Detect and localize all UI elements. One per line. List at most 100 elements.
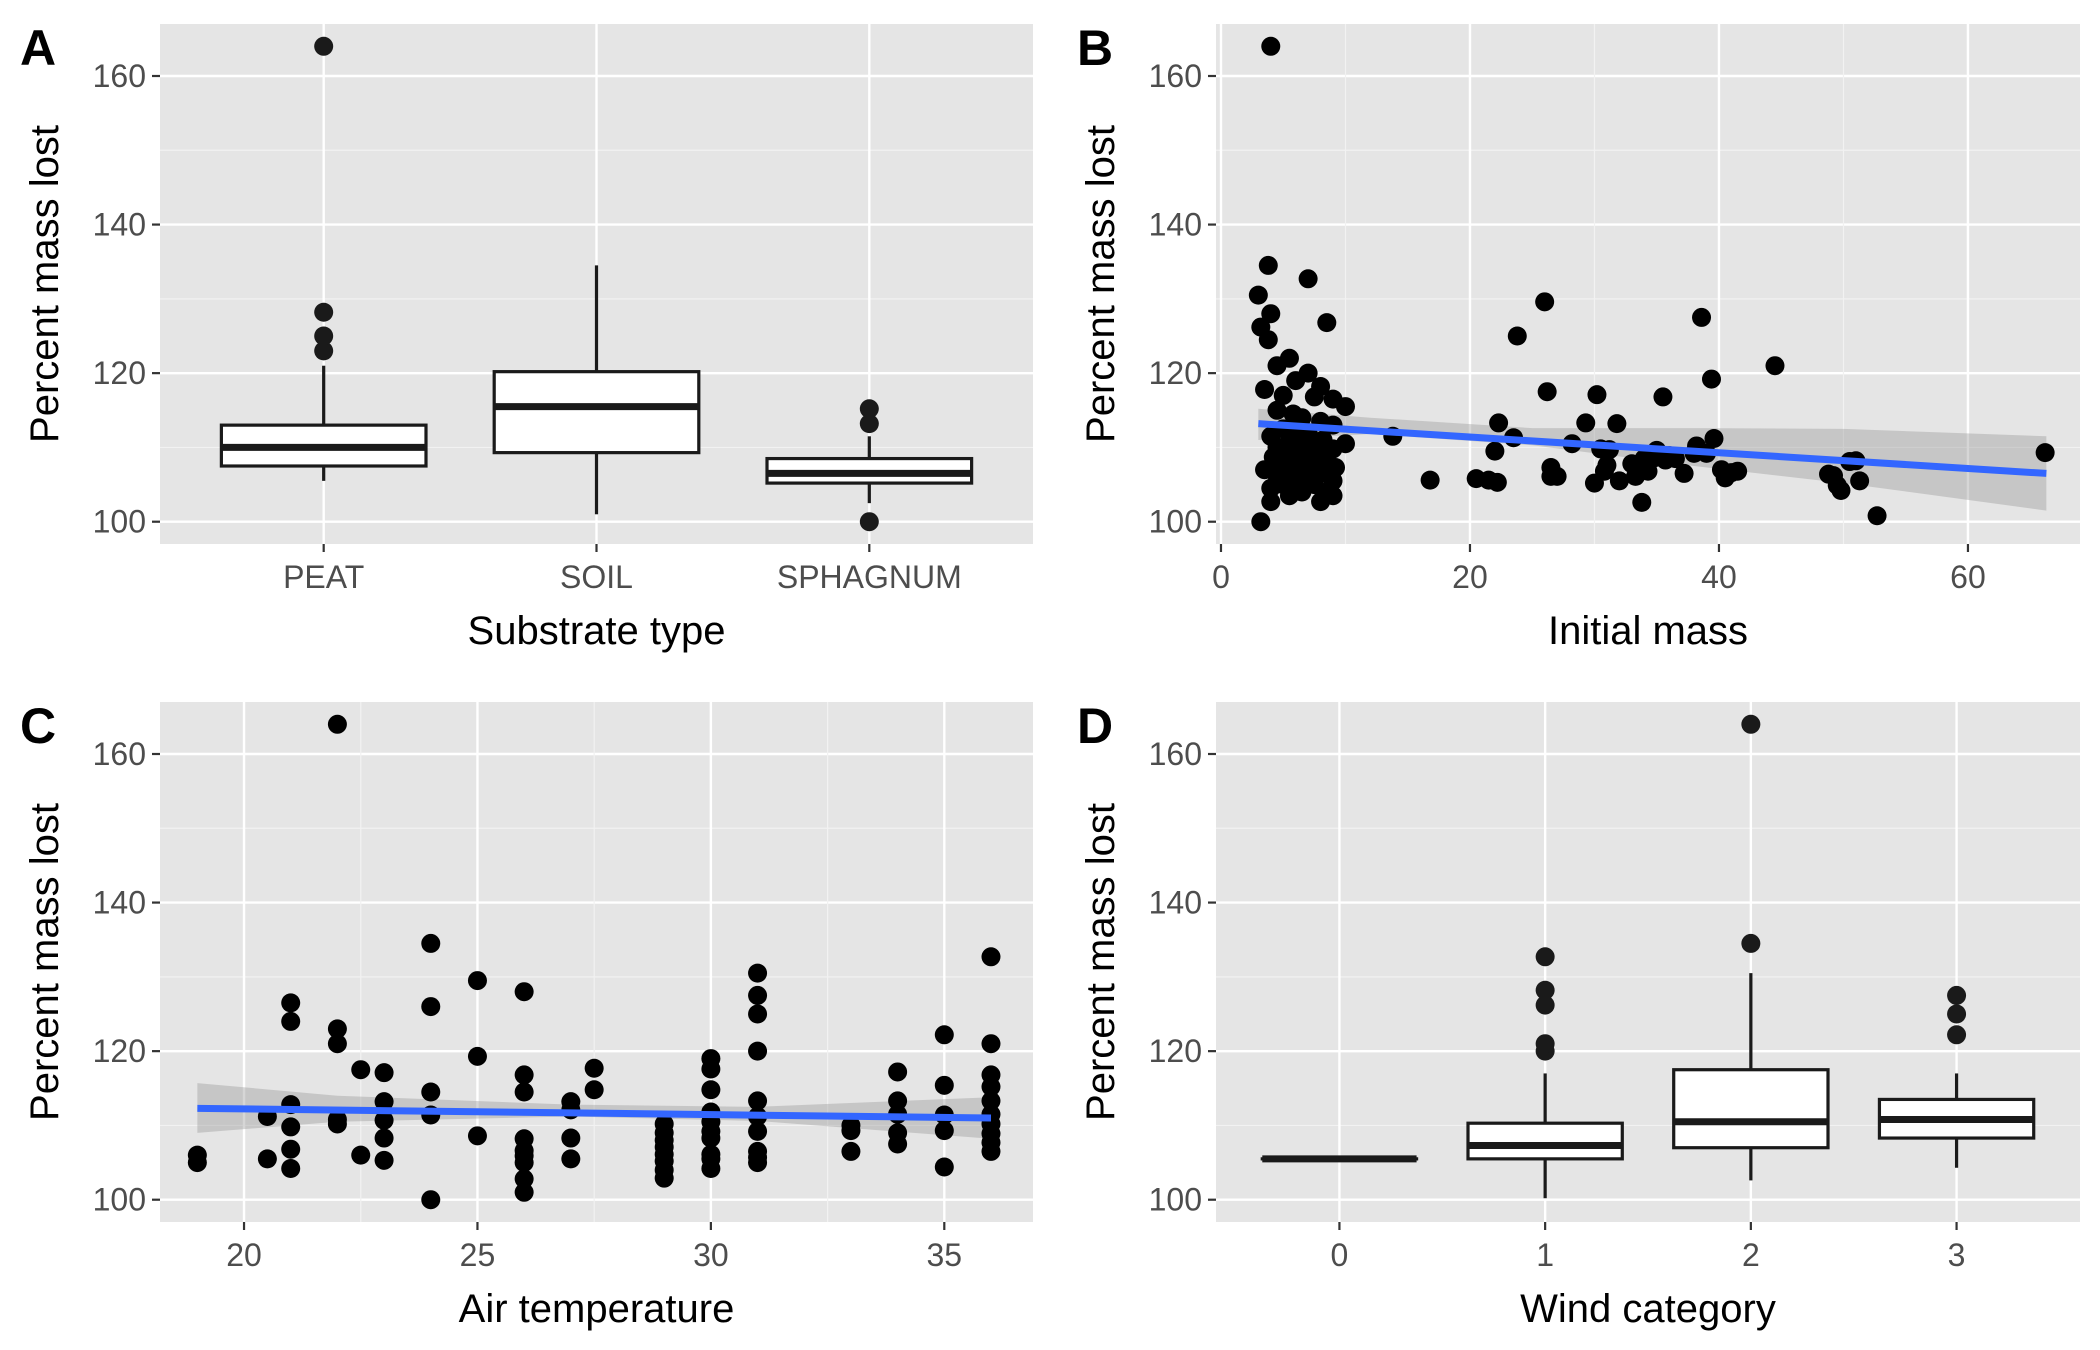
x-tick-label: 35 <box>927 1237 963 1273</box>
data-point <box>1251 512 1271 532</box>
data-point <box>1728 461 1748 481</box>
panel-c-marks <box>187 714 1001 1210</box>
data-point <box>421 1082 441 1102</box>
data-point <box>1537 382 1557 402</box>
data-point <box>934 1075 954 1095</box>
y-tick-label: 140 <box>1149 207 1202 243</box>
data-point <box>1831 481 1851 501</box>
data-point <box>888 1091 908 1111</box>
data-point <box>1867 506 1887 526</box>
outlier-point <box>314 341 334 361</box>
data-point <box>981 1034 1001 1054</box>
data-point <box>1587 385 1607 405</box>
data-point <box>421 997 441 1017</box>
data-point <box>281 1011 301 1031</box>
data-point <box>1279 486 1299 506</box>
data-point <box>748 963 768 983</box>
panel-c-background <box>160 702 1033 1222</box>
data-point <box>1576 413 1596 433</box>
outlier-point <box>1535 980 1555 1000</box>
data-point <box>748 985 768 1005</box>
data-point <box>1547 466 1567 486</box>
data-point <box>1507 326 1527 346</box>
y-tick-label: 160 <box>1149 736 1202 772</box>
data-point <box>1607 414 1627 434</box>
data-point <box>257 1149 277 1169</box>
data-point <box>841 1141 861 1161</box>
panel-d: 100 120 140 160 0 1 2 3 D Wind category Percent… <box>1077 698 2080 1331</box>
data-point <box>654 1168 674 1188</box>
y-tick-label: 120 <box>1149 1033 1202 1069</box>
regression-line <box>1258 420 2047 477</box>
data-point <box>701 1128 721 1148</box>
data-point <box>467 1126 487 1146</box>
data-point <box>1765 356 1785 376</box>
data-point <box>1292 408 1312 428</box>
data-point <box>1298 269 1318 289</box>
outlier-point <box>314 302 334 322</box>
x-tick-label: 0 <box>1331 1237 1349 1273</box>
panel-b-axes: 100 120 140 160 0 20 40 60 <box>1149 58 1986 595</box>
data-point <box>1311 492 1331 512</box>
data-point <box>1850 471 1870 491</box>
panel-c-letter: C <box>20 698 56 754</box>
panel-d-ylabel: Percent mass lost <box>1079 803 1123 1121</box>
x-tick-label: 20 <box>226 1237 262 1273</box>
data-point <box>467 971 487 991</box>
data-point <box>934 1025 954 1045</box>
x-tick-label: PEAT <box>283 559 364 595</box>
panel-c-xlabel: Air temperature <box>459 1287 735 1331</box>
data-point <box>281 1159 301 1179</box>
data-point <box>514 1153 534 1173</box>
outlier-point <box>1535 1034 1555 1054</box>
x-tick-label: 1 <box>1536 1237 1554 1273</box>
box-body <box>1672 1068 1830 1150</box>
data-point <box>421 933 441 953</box>
data-point <box>1420 470 1440 490</box>
data-point <box>514 1065 534 1085</box>
data-point <box>1286 371 1306 391</box>
x-tick-label: 2 <box>1742 1237 1760 1273</box>
data-point <box>1261 492 1281 512</box>
panel-c: 100 120 140 160 20 25 30 35 C Air temperature P… <box>20 698 1033 1331</box>
panel-a-axes: 100 120 140 160 PEAT SOIL SPHAGNUM <box>93 58 962 595</box>
data-point <box>934 1121 954 1141</box>
panel-d-xlabel: Wind category <box>1520 1287 1776 1331</box>
data-point <box>584 1058 604 1078</box>
panel-b: 100 120 140 160 0 20 40 60 B Initial mass Perce… <box>1077 20 2080 653</box>
data-point <box>1261 36 1281 56</box>
data-point <box>374 1150 394 1170</box>
data-point <box>327 1034 347 1054</box>
data-point <box>1609 471 1629 491</box>
data-point <box>374 1110 394 1130</box>
outlier-point <box>1535 947 1555 967</box>
x-tick-label: 3 <box>1948 1237 1966 1273</box>
data-point <box>934 1157 954 1177</box>
panel-c-axes: 100 120 140 160 20 25 30 35 <box>93 736 962 1273</box>
data-point <box>187 1153 207 1173</box>
data-point <box>514 1169 534 1189</box>
x-tick-label: SPHAGNUM <box>777 559 962 595</box>
outlier-point <box>859 512 879 532</box>
data-point <box>561 1149 581 1169</box>
panel-c-ylabel: Percent mass lost <box>23 803 67 1121</box>
y-tick-label: 120 <box>93 355 146 391</box>
data-point <box>374 1128 394 1148</box>
y-tick-label: 100 <box>93 504 146 540</box>
outlier-point <box>859 399 879 419</box>
panel-b-marks <box>1248 36 2055 532</box>
panel-a: 100 120 140 160 PEAT SOIL SPHAGNUM A Substrate… <box>20 20 1033 653</box>
panel-b-ylabel: Percent mass lost <box>1079 125 1123 443</box>
panel-a-letter: A <box>20 20 56 76</box>
data-point <box>748 1091 768 1111</box>
data-point <box>1674 463 1694 483</box>
regression-line <box>197 1104 992 1122</box>
panel-d-background <box>1216 702 2080 1222</box>
data-point <box>281 1139 301 1159</box>
outlier-point <box>1741 933 1761 953</box>
data-point <box>748 1153 768 1173</box>
y-tick-label: 120 <box>1149 355 1202 391</box>
panel-d-marks <box>1260 714 2036 1199</box>
panel-a-marks <box>219 36 974 532</box>
data-point <box>748 1004 768 1024</box>
